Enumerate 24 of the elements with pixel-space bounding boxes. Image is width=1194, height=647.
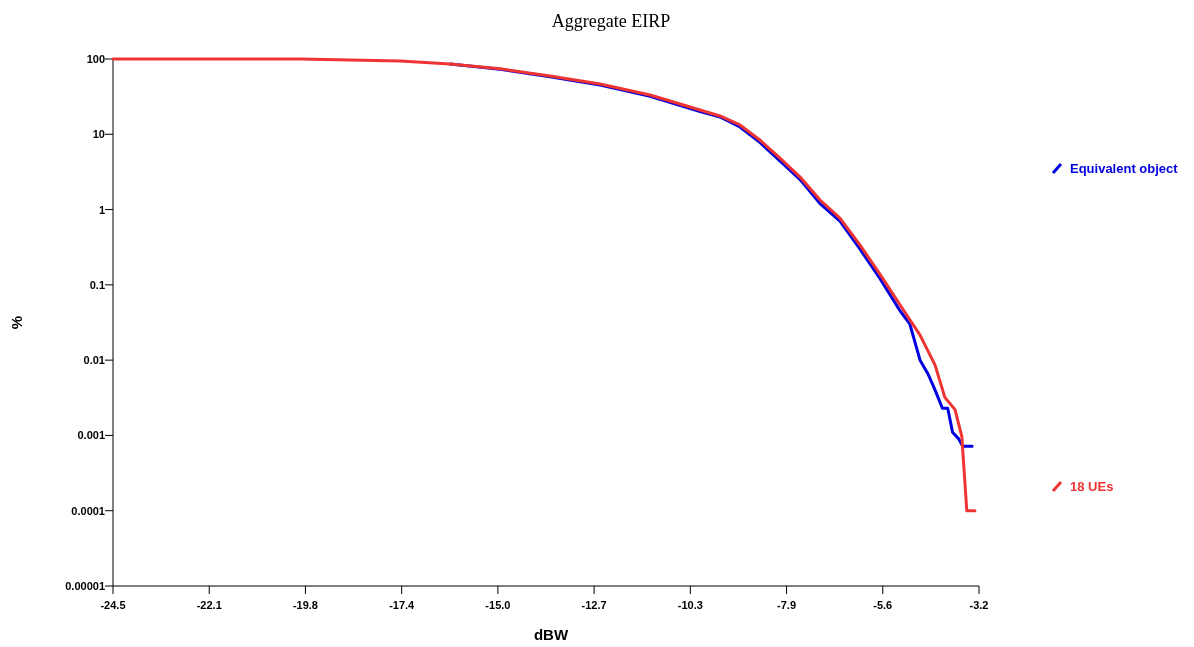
y-tick-label: 0.00001 — [65, 580, 105, 592]
legend-label: 18 UEs — [1070, 479, 1114, 494]
x-axis-title: dBW — [533, 626, 569, 643]
legend-label: Equivalent object — [1070, 161, 1179, 176]
y-tick-label: 100 — [86, 53, 105, 65]
line-series — [111, 57, 977, 513]
x-tick-label: -5.6 — [873, 599, 893, 611]
x-tick-label: -7.9 — [777, 599, 797, 611]
x-tick-label: -24.5 — [100, 599, 126, 611]
y-axis-title: % — [8, 315, 25, 330]
x-tick-label: -15.0 — [485, 599, 511, 611]
x-tick-label: -3.2 — [969, 599, 989, 611]
x-tick-label: -12.7 — [581, 599, 607, 611]
x-tick-label: -19.8 — [292, 599, 318, 611]
y-tick-label: 0.1 — [89, 278, 105, 291]
y-tick-label: 10 — [92, 128, 105, 141]
x-tick-label: -17.4 — [389, 599, 416, 611]
x-tick-label: -22.1 — [196, 599, 222, 611]
y-tick-label: 0.0001 — [71, 504, 105, 517]
y-tick-label: 0.01 — [83, 354, 105, 367]
chart-title: Aggregate EIRP — [551, 11, 671, 31]
x-tick-label: -10.3 — [677, 599, 703, 611]
y-tick-label: 1 — [98, 203, 105, 216]
y-tick-label: 0.001 — [77, 429, 105, 442]
